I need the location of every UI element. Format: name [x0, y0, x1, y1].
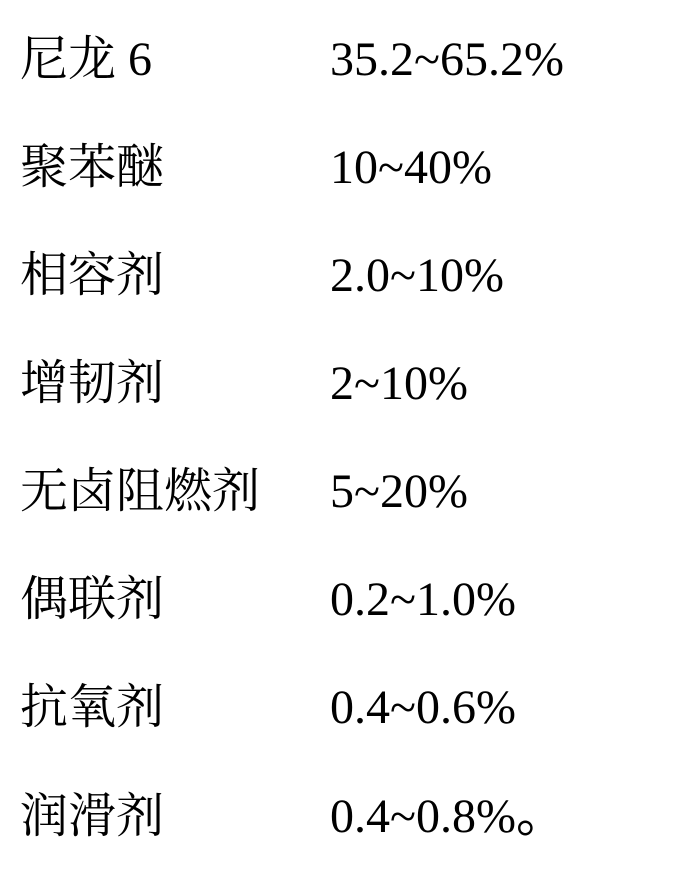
label-cn: 相容剂: [20, 236, 164, 305]
label-cn: 尼龙: [20, 20, 116, 89]
component-label: 尼龙 6: [20, 20, 330, 89]
component-label: 无卤阻燃剂: [20, 452, 330, 521]
table-row: 偶联剂 0.2~1.0%: [20, 560, 697, 668]
label-cn: 无卤阻燃剂: [20, 452, 260, 521]
component-value: 2~10%: [330, 356, 468, 411]
component-label: 相容剂: [20, 236, 330, 305]
component-label: 偶联剂: [20, 560, 330, 629]
component-label: 聚苯醚: [20, 128, 330, 197]
label-cn: 增韧剂: [20, 344, 164, 413]
component-value: 0.4~0.6%: [330, 680, 516, 735]
label-ascii: 6: [116, 33, 152, 86]
component-value: 35.2~65.2%: [330, 32, 564, 87]
label-cn: 抗氧剂: [20, 668, 164, 737]
table-row: 尼龙 6 35.2~65.2%: [20, 20, 697, 128]
component-value: 5~20%: [330, 464, 468, 519]
table-row: 润滑剂 0.4~0.8%。: [20, 776, 697, 870]
component-label: 润滑剂: [20, 777, 330, 846]
composition-table: 尼龙 6 35.2~65.2% 聚苯醚 10~40% 相容剂 2.0~10% 增…: [0, 0, 697, 870]
component-value: 2.0~10%: [330, 248, 504, 303]
table-row: 无卤阻燃剂 5~20%: [20, 452, 697, 560]
label-cn: 润滑剂: [20, 777, 164, 846]
label-cn: 聚苯醚: [20, 128, 164, 197]
label-cn: 偶联剂: [20, 560, 164, 629]
table-row: 聚苯醚 10~40%: [20, 128, 697, 236]
component-label: 抗氧剂: [20, 668, 330, 737]
table-row: 相容剂 2.0~10%: [20, 236, 697, 344]
table-row: 抗氧剂 0.4~0.6%: [20, 668, 697, 776]
table-row: 增韧剂 2~10%: [20, 344, 697, 452]
component-value: 0.4~0.8%。: [330, 776, 564, 846]
component-label: 增韧剂: [20, 344, 330, 413]
component-value: 10~40%: [330, 140, 492, 195]
component-value: 0.2~1.0%: [330, 572, 516, 627]
